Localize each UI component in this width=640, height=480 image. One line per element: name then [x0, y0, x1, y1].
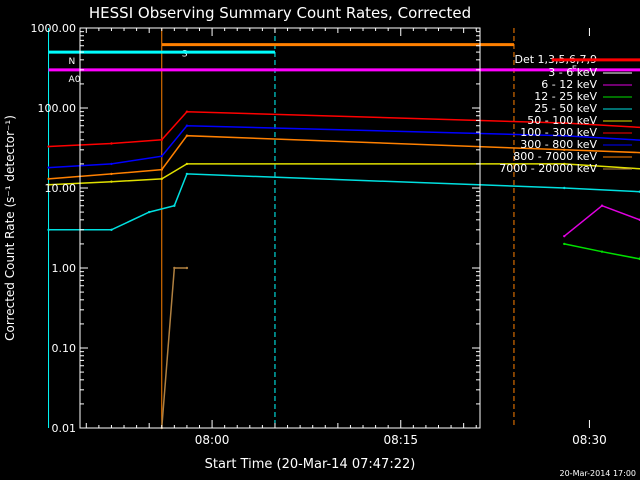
series-point-5-3	[185, 110, 189, 113]
series-point-7-1	[110, 172, 113, 176]
footer-stamp: 20-Mar-2014 17:00	[560, 469, 637, 478]
y-tick-label-2: 10.00	[45, 182, 77, 195]
legend-entry-3: 25 - 50 keV	[534, 102, 597, 115]
legend-entry-5: 100 - 300 keV	[520, 126, 597, 139]
series-point-6-3	[185, 124, 189, 127]
series-point-5-0	[47, 145, 50, 148]
series-point-6-1	[110, 162, 113, 166]
legend-entry-2: 12 - 25 keV	[534, 90, 597, 103]
series-point-5-1	[110, 142, 113, 145]
y-tick-label-3: 1.00	[52, 262, 77, 275]
series-point-5-2	[160, 138, 163, 142]
legend-entry-8: 7000 - 20000 keV	[499, 162, 597, 175]
y-tick-label-0: 1000.00	[31, 22, 77, 35]
series-line-0	[564, 207, 640, 245]
series-point-8-1	[173, 266, 176, 270]
state-bar-label-4: A0	[69, 75, 81, 85]
series-point-3-1	[110, 228, 113, 232]
series-point-4-1	[110, 180, 113, 183]
series-point-8-2	[185, 266, 189, 270]
legend-entry-1: 6 - 12 keV	[541, 78, 597, 91]
state-bar-label-1: N	[69, 57, 76, 67]
legend-entry-6: 300 - 800 keV	[520, 138, 597, 151]
x-tick-label-1: 08:15	[383, 433, 418, 447]
y-tick-label-4: 0.10	[52, 342, 77, 355]
series-point-3-0	[47, 228, 50, 232]
legend-entry-7: 800 - 7000 keV	[513, 150, 597, 163]
series-line-1	[563, 204, 640, 237]
series-point-1-0	[563, 234, 566, 238]
series-point-4-3	[185, 162, 189, 166]
series-point-3-3	[173, 204, 176, 207]
y-axis-label: Corrected Count Rate (s⁻¹ detector⁻¹)	[3, 115, 17, 341]
state-bar-label-0: S	[182, 50, 188, 60]
series-point-6-0	[47, 166, 50, 169]
x-tick-label-2: 08:30	[572, 433, 607, 447]
series-point-2-1	[600, 250, 604, 253]
series-point-7-2	[160, 168, 163, 171]
series-point-7-3	[185, 134, 189, 137]
series-point-2-0	[563, 242, 566, 246]
series-point-7-0	[47, 177, 50, 181]
series-point-6-2	[160, 154, 163, 158]
series-point-1-1	[600, 204, 604, 207]
series-line-3	[48, 173, 640, 231]
legend-entry-0: 3 - 6 keV	[548, 66, 597, 79]
plot-area: SNNFA0A1	[47, 28, 640, 430]
series-point-4-2	[160, 177, 163, 181]
series-point-0-1	[613, 234, 616, 238]
series-line-2	[564, 243, 640, 260]
series-point-4-4	[563, 162, 566, 166]
chart-title: HESSI Observing Summary Count Rates, Cor…	[89, 4, 471, 22]
legend-entry-4: 50 - 100 keV	[527, 114, 597, 127]
series-point-3-4	[185, 172, 189, 176]
series-point-6-4	[563, 134, 566, 137]
plot-frame	[79, 27, 481, 429]
series-point-5-4	[563, 121, 566, 125]
series-point-7-4	[563, 148, 566, 152]
series-point-3-2	[147, 210, 151, 214]
axes: 1000.00 100.00 10.00 1.00 0.10 0.01 08:00 08:15…	[31, 22, 607, 447]
x-axis-label: Start Time (20-Mar-14 07:47:22)	[205, 457, 416, 472]
y-tick-label-5: 0.01	[52, 422, 77, 435]
y-tick-label-1: 100.00	[38, 102, 77, 115]
series-point-4-0	[47, 183, 50, 186]
series-point-3-5	[563, 186, 566, 190]
x-tick-label-0: 08:00	[195, 433, 230, 447]
